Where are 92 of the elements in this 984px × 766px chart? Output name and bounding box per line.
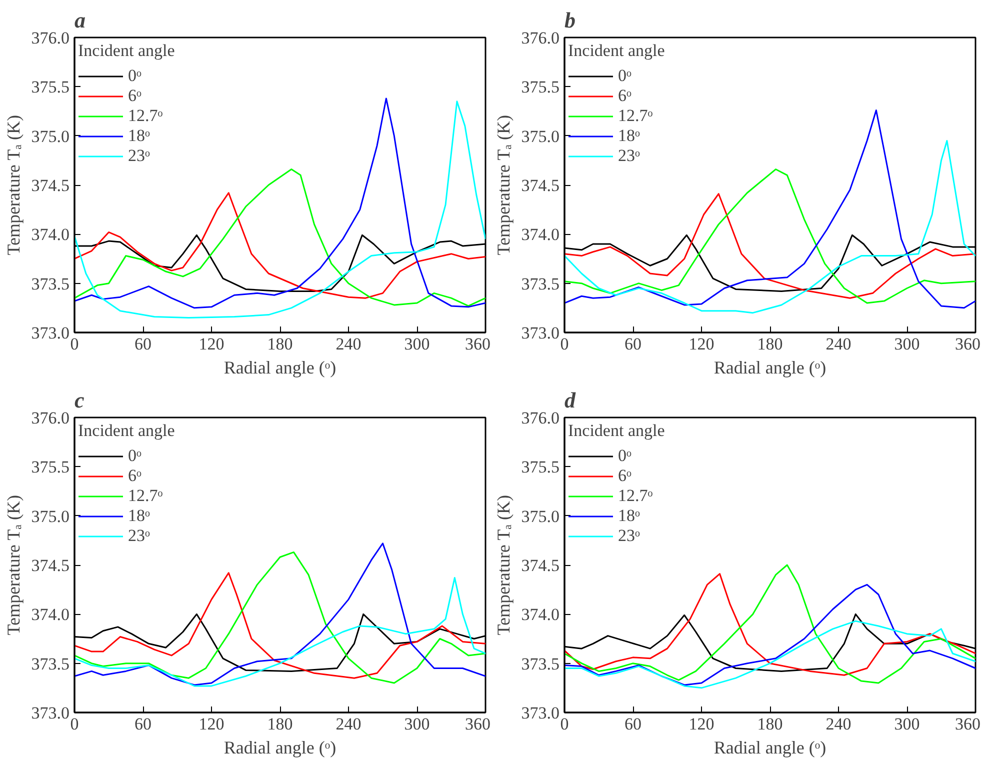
legend-label: 12.7ᵒ bbox=[618, 486, 653, 506]
legend-label: 18ᵒ bbox=[128, 506, 150, 526]
legend-label: 23ᵒ bbox=[618, 146, 640, 166]
x-tick-label: 120 bbox=[198, 334, 224, 354]
legend-title: Incident angle bbox=[568, 41, 665, 61]
x-tick-label: 60 bbox=[624, 714, 642, 734]
y-tick-label: 373.0 bbox=[31, 704, 70, 722]
x-tick-label: 300 bbox=[404, 334, 430, 354]
y-tick-label: 376.0 bbox=[31, 408, 70, 428]
y-tick-label: 374.0 bbox=[31, 605, 70, 624]
x-tick-label: 180 bbox=[757, 714, 783, 734]
y-tick-label: 374.5 bbox=[31, 556, 70, 575]
y-tick-label: 373.0 bbox=[521, 704, 560, 722]
y-tick-label: 375.5 bbox=[31, 458, 70, 477]
legend-title: Incident angle bbox=[568, 421, 665, 441]
x-tick-label: 240 bbox=[826, 334, 852, 354]
x-tick-label: 360 bbox=[465, 714, 490, 734]
y-tick-label: 376.0 bbox=[521, 408, 560, 428]
x-tick-label: 0 bbox=[70, 334, 79, 354]
x-tick-label: 240 bbox=[336, 334, 362, 354]
chart-title: d bbox=[564, 388, 576, 412]
legend-label: 23ᵒ bbox=[128, 526, 150, 546]
x-tick-label: 0 bbox=[560, 334, 569, 354]
y-tick-label: 373.5 bbox=[521, 274, 560, 294]
y-tick-label: 374.5 bbox=[521, 556, 560, 575]
legend-label: 0ᵒ bbox=[128, 66, 142, 86]
y-axis-title: Temperature Tₐ (K) bbox=[3, 495, 24, 636]
y-tick-label: 376.0 bbox=[521, 28, 560, 48]
x-tick-label: 300 bbox=[894, 714, 920, 734]
x-tick-label: 180 bbox=[267, 714, 293, 734]
legend-title: Incident angle bbox=[78, 41, 175, 61]
legend-label: 6ᵒ bbox=[128, 466, 142, 486]
y-tick-label: 375.0 bbox=[31, 506, 70, 526]
legend-label: 18ᵒ bbox=[618, 506, 640, 526]
legend-label: 18ᵒ bbox=[128, 126, 150, 146]
legend-label: 6ᵒ bbox=[618, 86, 632, 106]
chart-title: a bbox=[74, 8, 86, 32]
y-tick-label: 373.5 bbox=[31, 274, 70, 294]
y-tick-label: 373.5 bbox=[31, 654, 70, 674]
x-tick-label: 300 bbox=[404, 714, 430, 734]
x-tick-label: 60 bbox=[134, 334, 152, 354]
x-tick-label: 120 bbox=[688, 714, 714, 734]
legend-label: 12.7ᵒ bbox=[128, 486, 163, 506]
legend-title: Incident angle bbox=[78, 421, 175, 441]
x-axis-title: Radial angle (ᵒ) bbox=[224, 738, 336, 758]
legend-label: 0ᵒ bbox=[618, 66, 632, 86]
x-tick-label: 0 bbox=[560, 714, 569, 734]
y-axis-title: Temperature Tₐ (K) bbox=[3, 115, 24, 256]
x-tick-label: 60 bbox=[134, 714, 152, 734]
legend-label: 6ᵒ bbox=[128, 86, 142, 106]
y-axis-title: Temperature Tₐ (K) bbox=[493, 495, 514, 636]
x-tick-label: 120 bbox=[198, 714, 224, 734]
y-tick-label: 373.5 bbox=[521, 654, 560, 674]
y-tick-label: 373.0 bbox=[521, 324, 560, 342]
y-tick-label: 375.5 bbox=[521, 458, 560, 477]
x-tick-label: 180 bbox=[757, 334, 783, 354]
legend-label: 18ᵒ bbox=[618, 126, 640, 146]
y-tick-label: 375.0 bbox=[521, 126, 560, 146]
legend-label: 0ᵒ bbox=[128, 446, 142, 466]
x-tick-label: 300 bbox=[894, 334, 920, 354]
x-tick-label: 360 bbox=[465, 334, 490, 354]
legend-label: 12.7ᵒ bbox=[618, 106, 653, 126]
x-axis-title: Radial angle (ᵒ) bbox=[714, 738, 826, 758]
x-tick-label: 240 bbox=[336, 714, 362, 734]
y-tick-label: 374.0 bbox=[31, 225, 70, 244]
x-tick-label: 180 bbox=[267, 334, 293, 354]
x-axis-title: Radial angle (ᵒ) bbox=[714, 358, 826, 378]
y-tick-label: 375.0 bbox=[521, 506, 560, 526]
y-tick-label: 376.0 bbox=[31, 28, 70, 48]
x-tick-label: 360 bbox=[955, 714, 980, 734]
y-tick-label: 375.5 bbox=[521, 78, 560, 97]
legend-label: 0ᵒ bbox=[618, 446, 632, 466]
y-tick-label: 375.0 bbox=[31, 126, 70, 146]
legend-label: 6ᵒ bbox=[618, 466, 632, 486]
y-tick-label: 374.0 bbox=[521, 605, 560, 624]
y-axis-title: Temperature Tₐ (K) bbox=[493, 115, 514, 256]
x-tick-label: 60 bbox=[624, 334, 642, 354]
y-tick-label: 374.5 bbox=[31, 176, 70, 195]
y-tick-label: 373.0 bbox=[31, 324, 70, 342]
y-tick-label: 374.0 bbox=[521, 225, 560, 244]
legend-label: 23ᵒ bbox=[618, 526, 640, 546]
chart-title: c bbox=[74, 388, 84, 412]
y-tick-label: 374.5 bbox=[521, 176, 560, 195]
x-axis-title: Radial angle (ᵒ) bbox=[224, 358, 336, 378]
legend-label: 12.7ᵒ bbox=[128, 106, 163, 126]
y-tick-label: 375.5 bbox=[31, 78, 70, 97]
x-tick-label: 360 bbox=[955, 334, 980, 354]
x-tick-label: 0 bbox=[70, 714, 79, 734]
x-tick-label: 240 bbox=[826, 714, 852, 734]
legend-label: 23ᵒ bbox=[128, 146, 150, 166]
chart-title: b bbox=[564, 8, 576, 32]
x-tick-label: 120 bbox=[688, 334, 714, 354]
